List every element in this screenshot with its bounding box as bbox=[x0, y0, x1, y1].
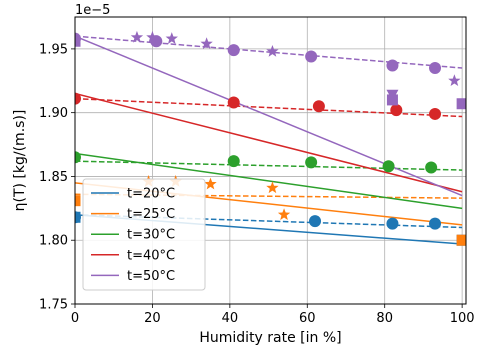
star-point-t-25-c bbox=[266, 181, 279, 194]
circle-point-t-40-c bbox=[312, 100, 325, 113]
legend-label-t-40-c: t=40°C bbox=[127, 248, 175, 263]
axis-ticks: 0 20 40 60 80 100 1.75 1.80 1.85 1.90 1.95 bbox=[39, 42, 474, 326]
circle-point-t-40-c bbox=[429, 107, 442, 120]
circle-point-t-40-c bbox=[390, 104, 403, 117]
y-tick-label: 1.85 bbox=[39, 170, 68, 185]
square-point-t-20-c bbox=[75, 211, 81, 223]
circle-point-t-30-c bbox=[425, 161, 438, 174]
circle-point-t-30-c bbox=[227, 155, 240, 168]
legend: t=20°C t=25°C t=30°C t=40°C t=50°C bbox=[82, 178, 206, 291]
y-tick-label: 1.90 bbox=[39, 106, 68, 121]
star-point-t-50-c bbox=[146, 30, 159, 43]
square-point-t-25-c bbox=[456, 234, 466, 246]
x-tick-label: 80 bbox=[376, 311, 393, 326]
circle-point-t-50-c bbox=[305, 50, 318, 63]
legend-box bbox=[82, 178, 206, 291]
circle-point-t-40-c bbox=[227, 96, 240, 109]
circle-point-t-50-c bbox=[386, 59, 399, 72]
triangle-point-t-50-c bbox=[386, 89, 399, 101]
circle-point-t-20-c bbox=[386, 217, 399, 230]
y-tick-label: 1.75 bbox=[39, 298, 68, 313]
star-point-t-50-c bbox=[200, 37, 213, 50]
star-point-t-50-c bbox=[448, 74, 461, 87]
legend-label-t-30-c: t=30°C bbox=[127, 228, 175, 243]
circle-point-t-50-c bbox=[227, 44, 240, 57]
solid-fit-t-30-c bbox=[75, 152, 463, 210]
legend-label-t-50-c: t=50°C bbox=[127, 269, 175, 284]
plot-frame bbox=[74, 16, 467, 305]
circle-point-t-50-c bbox=[429, 62, 442, 75]
y-axis-label: η(T) [kg/(m.s)] bbox=[12, 110, 28, 212]
x-tick-label: 0 bbox=[71, 311, 79, 326]
x-tick-label: 20 bbox=[144, 311, 161, 326]
star-point-t-50-c bbox=[130, 30, 144, 43]
star-point-t-50-c bbox=[165, 32, 178, 44]
y-tick-label: 1.80 bbox=[39, 234, 68, 249]
x-axis-label: Humidity rate [in %] bbox=[199, 330, 341, 346]
x-tick-label: 100 bbox=[450, 311, 475, 326]
y-offset-text: 1e−5 bbox=[75, 3, 110, 18]
square-point-t-50-c bbox=[456, 98, 466, 110]
circle-point-t-30-c bbox=[305, 156, 318, 169]
star-point-t-50-c bbox=[266, 44, 279, 57]
star-point-t-25-c bbox=[204, 177, 217, 190]
solid-fit-t-50-c bbox=[75, 35, 463, 197]
star-point-t-25-c bbox=[277, 208, 291, 220]
circle-point-t-30-c bbox=[75, 151, 81, 164]
legend-label-t-25-c: t=25°C bbox=[127, 207, 175, 222]
x-tick-label: 40 bbox=[222, 311, 239, 326]
circle-point-t-30-c bbox=[382, 160, 395, 173]
x-tick-label: 60 bbox=[299, 311, 316, 326]
square-point-t-50-c bbox=[75, 35, 81, 47]
legend-label-t-20-c: t=20°C bbox=[127, 187, 175, 202]
circle-point-t-20-c bbox=[429, 217, 442, 230]
solid-fit-t-40-c bbox=[75, 92, 463, 193]
y-tick-label: 1.95 bbox=[39, 42, 68, 57]
data-markers bbox=[75, 30, 466, 246]
circle-point-t-20-c bbox=[309, 215, 322, 228]
circle-point-t-40-c bbox=[75, 92, 81, 105]
square-point-t-25-c bbox=[75, 195, 81, 207]
